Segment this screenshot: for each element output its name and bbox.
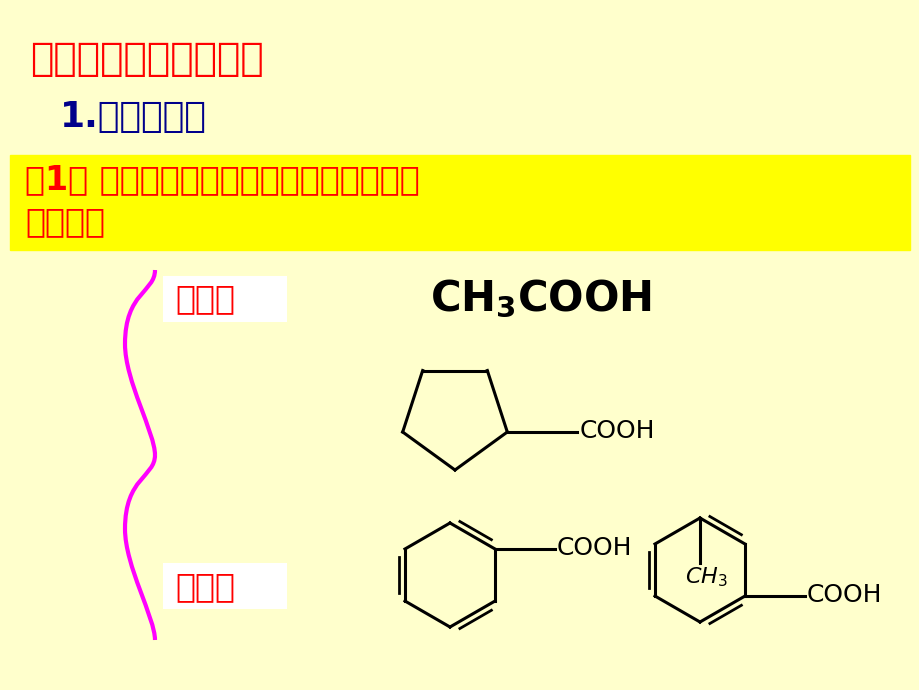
FancyBboxPatch shape <box>10 155 909 250</box>
Text: 1.羧酸的分类: 1.羧酸的分类 <box>60 100 207 134</box>
FancyBboxPatch shape <box>163 276 287 322</box>
Text: （1） 根据羧酸分子中羧基相连的烃基种类: （1） 根据羧酸分子中羧基相连的烃基种类 <box>25 163 419 196</box>
FancyBboxPatch shape <box>163 563 287 609</box>
Text: 一、羧酸的分类和命名: 一、羧酸的分类和命名 <box>30 40 264 78</box>
Text: 脂肪酸: 脂肪酸 <box>175 282 234 315</box>
Text: $CH_3$: $CH_3$ <box>685 565 727 589</box>
Text: COOH: COOH <box>556 536 632 560</box>
Text: 芳香酸: 芳香酸 <box>175 570 234 603</box>
Text: COOH: COOH <box>579 419 654 443</box>
Text: $\mathbf{CH_3COOH}$: $\mathbf{CH_3COOH}$ <box>429 278 651 320</box>
Text: 不同分：: 不同分： <box>25 205 105 238</box>
Text: COOH: COOH <box>806 583 881 607</box>
